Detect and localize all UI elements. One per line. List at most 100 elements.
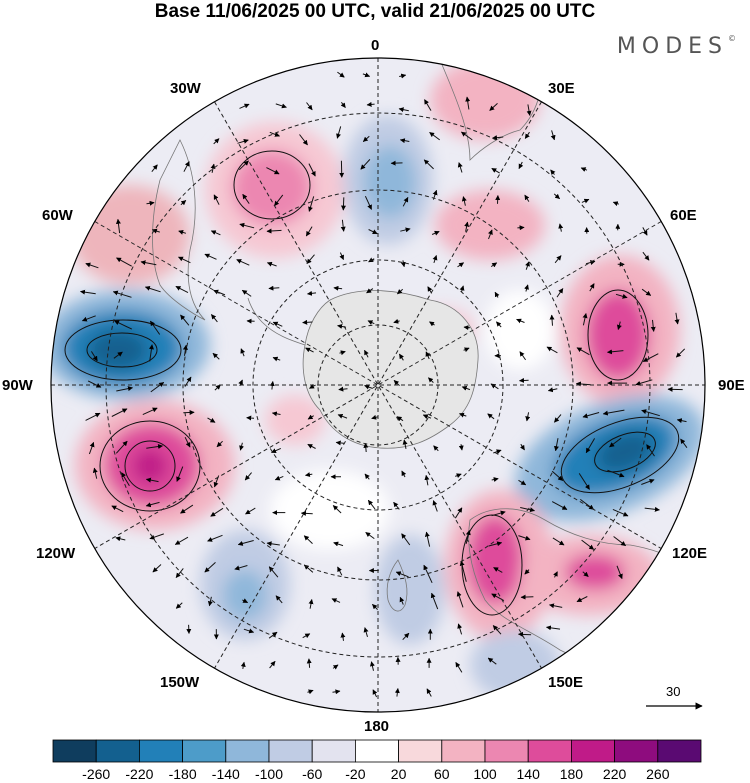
- wind-arrow: [493, 567, 503, 573]
- colorbar-tick-label: 140: [516, 766, 540, 782]
- wind-arrow: [144, 285, 161, 293]
- wind-arrow: [365, 531, 375, 540]
- wind-arrow: [576, 596, 588, 603]
- lon-label-60e: 60E: [670, 207, 697, 224]
- anomaly-pos-south-atlantic-core: [232, 150, 312, 226]
- wind-arrow: [456, 591, 464, 608]
- wind-arrow: [268, 631, 278, 639]
- wind-arrow: [308, 163, 316, 177]
- lon-label-30w: 30W: [170, 80, 201, 97]
- wind-arrow: [549, 314, 555, 326]
- wind-arrow: [393, 318, 400, 324]
- wind-arrow: [362, 72, 371, 78]
- wind-arrow: [360, 159, 371, 170]
- wind-arrow: [145, 477, 159, 483]
- wind-arrow: [432, 500, 438, 512]
- wind-arrow: [184, 436, 191, 448]
- wind-arrow: [307, 689, 314, 695]
- colorbar-swatch: [571, 739, 616, 763]
- map-border: [50, 57, 706, 713]
- wind-arrow: [372, 689, 378, 698]
- wind-arrow: [549, 603, 563, 609]
- wind-arrow: [524, 131, 530, 139]
- wind-arrow: [211, 314, 218, 323]
- lon-label-150w: 150W: [160, 674, 200, 691]
- wind-arrow: [491, 477, 499, 482]
- wind-arrow: [400, 227, 411, 233]
- colorbar: [52, 739, 702, 763]
- wind-arrow: [152, 564, 162, 573]
- wind-arrow: [238, 160, 249, 171]
- wind-arrow: [487, 413, 495, 420]
- wind-arrow: [641, 288, 652, 296]
- wind-arrow: [237, 540, 254, 546]
- wind-arrow: [207, 534, 223, 542]
- wind-arrow: [151, 228, 160, 234]
- wind-arrow: [393, 380, 400, 387]
- wind-arrow: [266, 541, 280, 547]
- anomaly-pos-120e-core: [565, 554, 625, 590]
- wind-arrow: [210, 230, 221, 236]
- wind-arrow: [305, 472, 313, 478]
- wind-arrow: [174, 536, 189, 545]
- wind-arrow: [332, 505, 342, 514]
- colorbar-swatch: [225, 739, 270, 763]
- wind-arrow: [204, 253, 217, 260]
- wind-arrow: [364, 473, 370, 480]
- wind-arrow: [337, 413, 348, 419]
- wind-arrow: [581, 198, 590, 204]
- wind-arrow: [520, 507, 535, 513]
- wind-arrow: [331, 598, 341, 603]
- anomaly-neutral-pacific: [270, 470, 390, 550]
- chart-title: Base 11/06/2025 00 UTC, valid 21/06/2025…: [154, 1, 596, 22]
- wind-arrow: [426, 688, 432, 697]
- wind-arrow: [612, 201, 620, 207]
- wind-arrow: [488, 541, 503, 547]
- antarctic-peninsula: [247, 297, 306, 346]
- wind-arrow: [121, 472, 130, 487]
- colorbar-tick-label: 100: [473, 766, 497, 782]
- wind-arrow: [239, 103, 250, 109]
- map-disk: [51, 58, 705, 712]
- wind-arrow: [306, 658, 312, 668]
- wind-arrow: [580, 167, 588, 172]
- colorbar-tick-label: -20: [345, 766, 366, 782]
- colorbar-tick-label: 60: [434, 766, 450, 782]
- wind-arrow: [461, 196, 467, 206]
- wind-arrow: [87, 380, 102, 388]
- wind-arrow: [204, 562, 216, 573]
- wind-arrow: [400, 260, 406, 268]
- wind-arrow: [520, 594, 534, 600]
- wind-arrow: [113, 351, 123, 359]
- wind-arrow: [423, 159, 434, 170]
- wind-arrow: [395, 571, 409, 578]
- wind-arrow: [271, 411, 281, 417]
- wind-arrow: [272, 321, 283, 327]
- colorbar-tick-label: -140: [211, 766, 240, 782]
- wind-arrow: [582, 313, 588, 326]
- contour-indian-east: [587, 289, 649, 381]
- anomaly-pos-indian-east-core: [586, 290, 650, 380]
- wind-arrow: [554, 255, 562, 264]
- wind-arrow: [178, 229, 187, 235]
- wind-arrow: [516, 318, 525, 324]
- wind-arrow: [146, 444, 163, 450]
- wind-arrow: [675, 348, 686, 358]
- wind-arrow: [302, 633, 311, 639]
- wind-arrow: [399, 138, 410, 144]
- wind-arrow: [339, 350, 346, 356]
- wind-arrow: [430, 592, 439, 610]
- wind-arrow: [424, 99, 432, 111]
- wind-arrow: [180, 504, 194, 514]
- colorbar-swatch: [311, 739, 356, 763]
- lon-label-90w: 90W: [2, 377, 33, 394]
- brand-text: MODES: [616, 34, 728, 59]
- wind-arrow: [246, 415, 255, 421]
- colorbar-swatch: [268, 739, 313, 763]
- wind-arrow: [465, 96, 471, 110]
- wind-arrow: [112, 290, 132, 298]
- lon-label-120w: 120W: [36, 545, 76, 562]
- wind-arrow: [454, 507, 463, 519]
- wind-arrow: [207, 596, 213, 607]
- wind-arrow: [607, 469, 625, 478]
